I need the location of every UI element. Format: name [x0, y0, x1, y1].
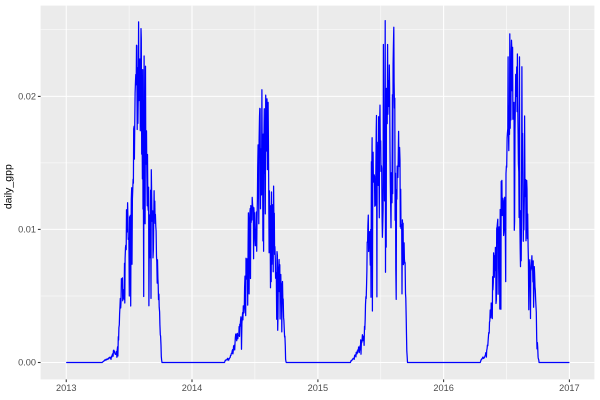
svg-text:0.00: 0.00	[18, 358, 36, 368]
svg-text:2014: 2014	[182, 383, 202, 393]
svg-text:2015: 2015	[308, 383, 328, 393]
svg-text:2017: 2017	[559, 383, 579, 393]
svg-text:2016: 2016	[433, 383, 453, 393]
svg-text:daily_gpp: daily_gpp	[2, 164, 14, 209]
svg-text:2013: 2013	[56, 383, 76, 393]
svg-text:0.01: 0.01	[18, 225, 36, 235]
svg-text:0.02: 0.02	[18, 92, 36, 102]
